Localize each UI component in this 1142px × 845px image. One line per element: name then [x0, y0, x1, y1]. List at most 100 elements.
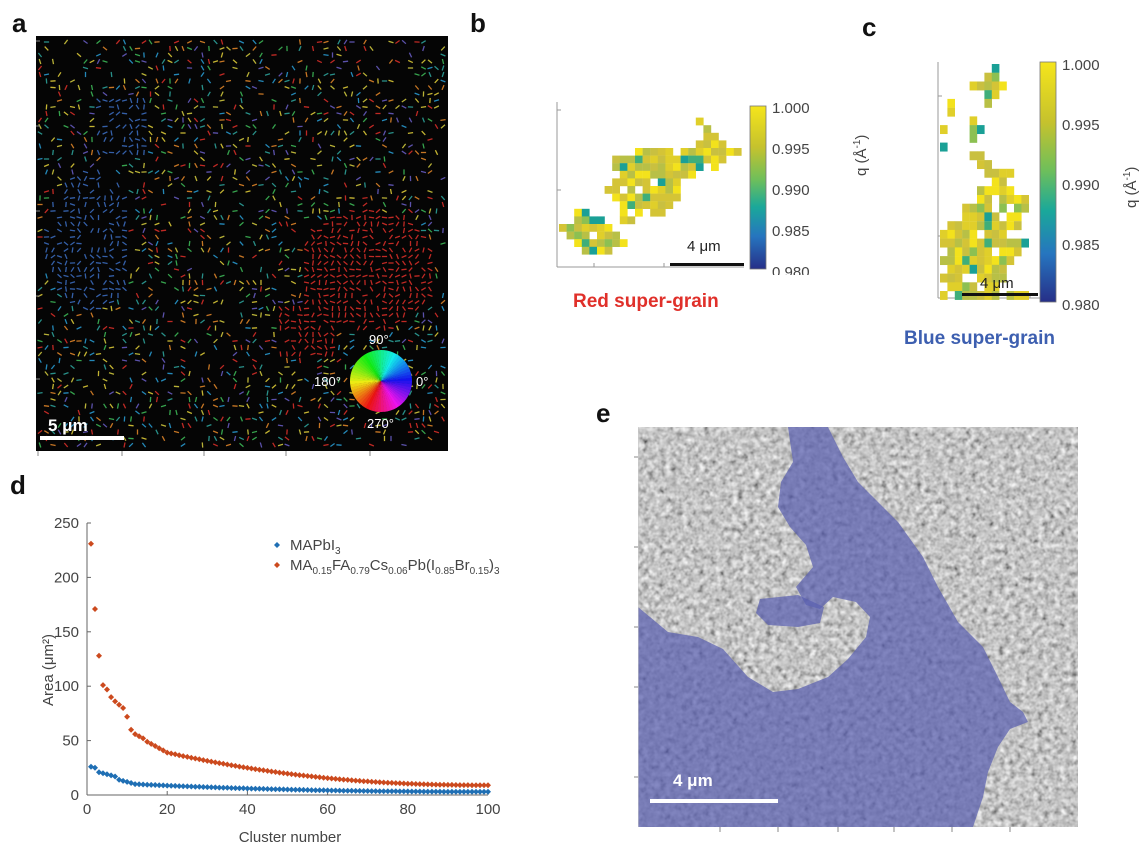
orientation-strokes	[37, 39, 446, 448]
point-mixed	[128, 726, 135, 733]
point-mapbi3	[276, 786, 283, 793]
point-mixed	[100, 682, 106, 689]
y-tick-label: 100	[54, 678, 79, 695]
point-mixed	[284, 770, 291, 777]
legend-label-mixed: MA0.15FA0.79Cs0.06Pb(I0.85Br0.15)3	[290, 557, 500, 577]
point-mixed	[372, 779, 379, 785]
y-tick-label: 150	[54, 624, 79, 641]
point-mixed	[320, 774, 327, 781]
y-tick-label: 0	[71, 787, 79, 804]
point-mixed	[392, 780, 399, 787]
point-mapbi3	[212, 784, 219, 791]
point-mixed	[473, 782, 479, 789]
point-mixed	[452, 782, 459, 788]
point-mapbi3	[188, 783, 195, 790]
cb-b-tick-5: 0.980	[772, 264, 810, 275]
point-mapbi3	[304, 787, 311, 793]
point-mapbi3	[452, 788, 459, 795]
point-mixed	[460, 782, 467, 789]
point-mapbi3	[124, 778, 131, 785]
point-mixed	[292, 771, 299, 778]
wheel-label-0: 0°	[416, 374, 429, 389]
point-mapbi3	[112, 773, 119, 780]
point-mapbi3	[120, 777, 127, 784]
point-mapbi3	[236, 785, 243, 792]
colorbar-c: 1.000 0.995 0.990 0.985 0.980	[1039, 57, 1100, 310]
point-mapbi3	[388, 788, 395, 795]
x-tick-label: 80	[399, 801, 416, 818]
point-mixed	[300, 772, 307, 779]
point-mapbi3	[92, 764, 98, 771]
point-mixed	[160, 747, 167, 754]
q-pixels-blue	[940, 64, 1029, 300]
point-mixed	[268, 768, 275, 775]
cb-c-tick-3: 0.990	[1062, 177, 1100, 194]
point-mixed	[204, 757, 211, 764]
point-mixed	[396, 780, 403, 787]
point-mixed	[456, 782, 463, 789]
point-mapbi3	[180, 783, 187, 790]
point-mapbi3	[432, 788, 439, 795]
point-mixed	[180, 753, 187, 760]
point-mapbi3	[156, 782, 163, 789]
point-mapbi3	[412, 788, 419, 795]
point-mapbi3	[485, 788, 491, 795]
point-mixed	[276, 769, 283, 776]
point-mapbi3	[392, 788, 399, 795]
scale-bar-e	[650, 799, 778, 803]
point-mixed	[184, 753, 191, 760]
sem-bottom-ticks	[719, 827, 1011, 832]
cb-b-tick-3: 0.990	[772, 182, 810, 199]
point-mixed	[116, 701, 123, 708]
point-mixed	[88, 540, 94, 547]
point-mixed	[352, 777, 359, 784]
point-mapbi3	[368, 788, 375, 795]
point-mixed	[328, 775, 335, 782]
point-mapbi3	[400, 788, 407, 795]
point-mapbi3	[164, 782, 171, 789]
point-mapbi3	[108, 772, 115, 779]
point-mapbi3	[204, 784, 211, 791]
cb-b-tick-1: 1.000	[772, 100, 810, 117]
point-mixed	[272, 769, 279, 775]
caption-blue-super-grain: Blue super-grain	[904, 328, 1055, 349]
wheel-label-180: 180°	[314, 374, 341, 389]
point-mapbi3	[268, 786, 275, 793]
point-mixed	[132, 731, 139, 738]
point-mapbi3	[424, 788, 431, 795]
x-tick-label: 20	[159, 801, 176, 818]
point-mapbi3	[376, 788, 383, 795]
point-mixed	[404, 780, 411, 787]
point-mixed	[244, 764, 251, 771]
point-mixed	[216, 760, 223, 767]
point-mixed	[164, 749, 171, 756]
point-mixed	[368, 778, 375, 785]
legend-marker-mapbi3	[274, 542, 280, 548]
point-mapbi3	[460, 788, 467, 795]
point-mapbi3	[344, 787, 351, 794]
cb-c-tick-1: 1.000	[1062, 57, 1100, 74]
point-mapbi3	[244, 785, 251, 792]
point-mapbi3	[248, 785, 255, 792]
point-mixed	[192, 755, 199, 762]
point-mixed	[144, 738, 151, 745]
cb-c-tick-2: 0.995	[1062, 117, 1100, 134]
point-mapbi3	[192, 783, 199, 790]
point-mixed	[448, 781, 455, 788]
point-mixed	[420, 781, 427, 788]
cb-c-tick-4: 0.985	[1062, 237, 1100, 254]
point-mapbi3	[316, 787, 323, 794]
y-axis-label: Area (μm²)	[40, 634, 57, 706]
point-mixed	[148, 740, 155, 747]
point-mixed	[248, 765, 255, 772]
x-tick-label: 40	[239, 801, 256, 818]
point-mapbi3	[224, 784, 231, 791]
point-mapbi3	[473, 788, 479, 795]
point-mapbi3	[384, 788, 391, 795]
point-mixed	[416, 781, 423, 788]
point-mapbi3	[172, 782, 179, 789]
y-tick-label: 50	[62, 733, 79, 750]
point-mapbi3	[272, 786, 279, 793]
point-mixed	[344, 776, 351, 783]
point-mixed	[469, 782, 475, 789]
